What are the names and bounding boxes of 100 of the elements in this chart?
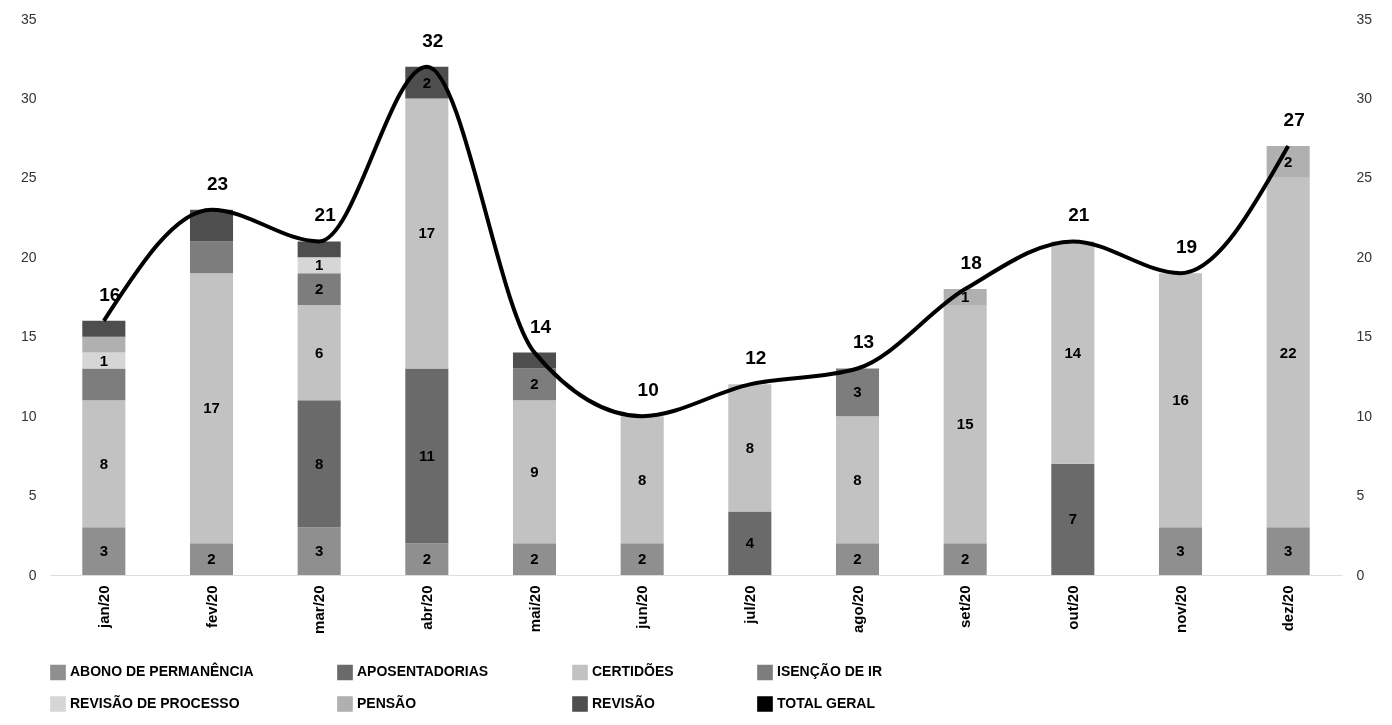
bar (297, 241, 341, 258)
data-label: 8 (99, 454, 109, 472)
x-tick-label: mar/20 (310, 585, 328, 634)
data-label: 17 (418, 224, 436, 242)
bar (512, 368, 557, 401)
bar (297, 273, 341, 305)
data-label: 2 (422, 550, 432, 568)
y2-tick-label: 10 (1356, 407, 1373, 424)
legend-label: APOSENTADORIAS (357, 663, 489, 680)
bar (728, 384, 772, 512)
data-label: 2 (637, 550, 647, 568)
data-label: 21 (1068, 204, 1090, 226)
data-label: 27 (1283, 109, 1305, 131)
x-tick-label: jul/20 (740, 585, 758, 625)
bar (297, 257, 341, 274)
bar (189, 273, 234, 544)
data-label: 2 (853, 550, 862, 568)
data-label: 15 (956, 415, 974, 433)
data-label: 14 (529, 315, 552, 337)
bar (1051, 463, 1095, 575)
data-label: 8 (745, 438, 755, 456)
x-tick-label: dez/20 (1279, 585, 1297, 632)
y-tick-label: 30 (20, 89, 37, 106)
data-label: 1 (960, 288, 970, 305)
bar (835, 543, 880, 575)
data-label: 8 (314, 454, 324, 472)
bar (835, 416, 880, 544)
y-tick-label: 20 (20, 248, 37, 265)
y2-tick-label: 20 (1356, 248, 1373, 265)
bar (297, 304, 341, 401)
data-label: 2 (422, 73, 432, 91)
bar (405, 368, 449, 544)
legend-label: CERTIDÕES (592, 662, 674, 680)
bar (620, 543, 664, 575)
y2-tick-label: 0 (1356, 566, 1365, 583)
y2-tick-label: 15 (1356, 328, 1373, 345)
x-tick-label: out/20 (1063, 585, 1081, 630)
data-label: 2 (314, 280, 324, 298)
y-tick-label: 10 (20, 407, 37, 424)
bar (82, 400, 126, 528)
bar (189, 241, 234, 274)
y-tick-label: 15 (20, 328, 37, 345)
data-label: 8 (637, 470, 647, 488)
y-tick-label: 5 (28, 487, 37, 504)
data-label: 9 (530, 462, 539, 480)
legend-label: ISENÇÃO DE IR (777, 662, 883, 680)
data-label: 19 (1175, 236, 1198, 258)
bar (1266, 177, 1310, 528)
bar (1158, 273, 1203, 528)
y2-tick-label: 30 (1356, 89, 1373, 106)
x-tick-label: ago/20 (848, 585, 866, 634)
bar (82, 527, 126, 575)
bar (297, 400, 341, 528)
data-label: 2 (960, 550, 970, 568)
bar (835, 368, 880, 417)
bar (1051, 241, 1095, 464)
y-tick-label: 35 (20, 10, 37, 27)
data-label: 11 (418, 446, 435, 464)
x-tick-label: set/20 (956, 585, 974, 629)
data-label: 16 (1172, 391, 1189, 409)
bar (405, 98, 449, 369)
data-label: 3 (1283, 542, 1293, 560)
legend-label: REVISÃO DE PROCESSO (70, 694, 240, 711)
y-tick-label: 25 (20, 169, 37, 186)
bar (943, 304, 987, 544)
data-label: 17 (203, 399, 220, 417)
x-tick-label: nov/20 (1171, 585, 1189, 634)
data-label: 23 (206, 172, 229, 194)
legend-label: TOTAL GERAL (777, 695, 876, 711)
data-label: 22 (1279, 343, 1297, 361)
bar (512, 400, 557, 544)
bar (620, 416, 664, 544)
legend-label: REVISÃO (592, 694, 656, 711)
data-label: 21 (314, 204, 337, 226)
bar (189, 543, 234, 575)
x-tick-label: abr/20 (417, 585, 435, 630)
y-tick-label: 0 (28, 566, 37, 583)
data-label: 13 (852, 331, 875, 353)
bar (943, 543, 987, 575)
data-label: 18 (960, 252, 982, 274)
bar (512, 543, 557, 575)
legend-label: PENSÃO (357, 694, 417, 711)
data-label: 3 (99, 542, 109, 560)
bar (82, 336, 126, 353)
x-tick-label: jun/20 (633, 585, 651, 630)
data-label: 8 (853, 470, 862, 488)
legend-label: ABONO DE PERMANÊNCIA (70, 662, 254, 680)
data-label: 10 (637, 379, 659, 401)
data-label: 1 (314, 256, 324, 274)
y2-tick-label: 35 (1356, 10, 1373, 27)
x-tick-label: mai/20 (525, 585, 543, 633)
data-label: 7 (1068, 510, 1078, 528)
bar (82, 368, 126, 401)
bar (728, 511, 772, 575)
data-label: 2 (1283, 152, 1293, 170)
bar (82, 320, 126, 337)
data-label: 2 (530, 550, 539, 568)
y2-tick-label: 25 (1356, 169, 1373, 186)
bar (297, 527, 341, 575)
y2-tick-label: 5 (1356, 487, 1365, 504)
